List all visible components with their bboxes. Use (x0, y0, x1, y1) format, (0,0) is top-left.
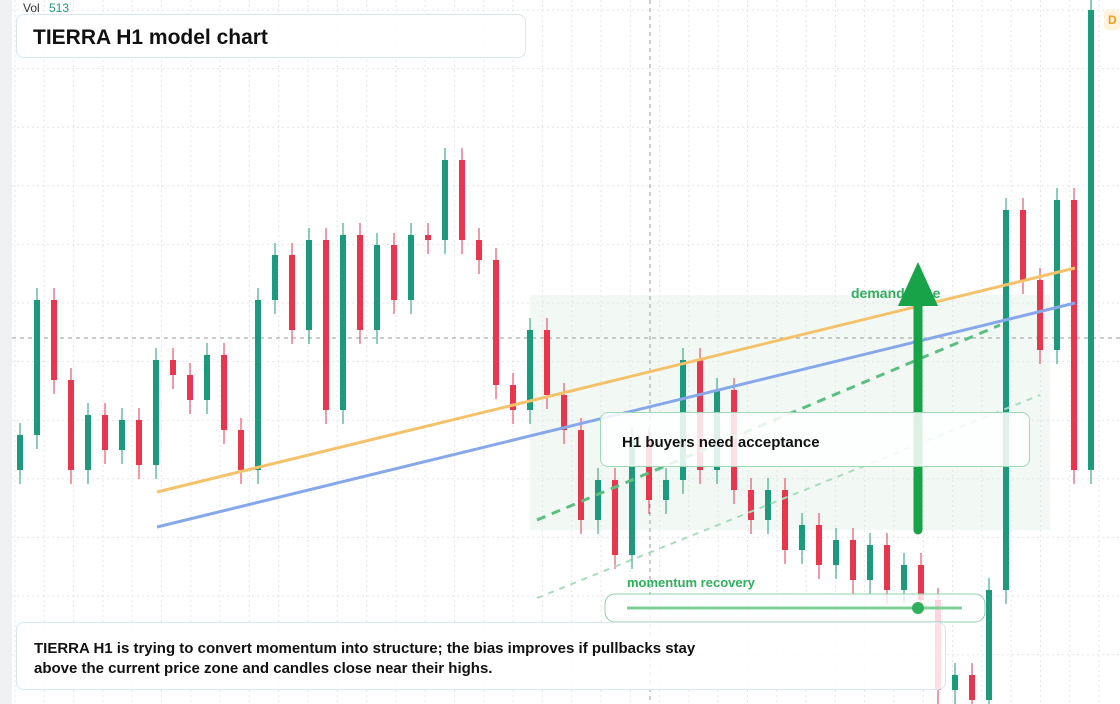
candle-body (1037, 280, 1043, 350)
candle-body (187, 375, 193, 400)
candle-body (1071, 200, 1077, 470)
candle-body (544, 330, 550, 395)
candle-body (357, 235, 363, 330)
candle-body (459, 160, 465, 240)
candle-body (646, 440, 652, 500)
candle-body (119, 420, 125, 450)
candle-body (136, 420, 142, 465)
candle-body (170, 360, 176, 375)
candle-body (1020, 210, 1026, 280)
candle-body (102, 415, 108, 450)
candle-body (17, 435, 23, 470)
arrow-head (898, 262, 938, 306)
summary-box: TIERRA H1 is trying to convert momentum … (16, 622, 946, 690)
badge-bg (1104, 10, 1120, 30)
candle-body (374, 245, 380, 330)
vol-value: 513 (49, 1, 69, 15)
candle-body (1088, 10, 1094, 470)
title-box: TIERRA H1 model chart (16, 14, 526, 58)
candle-body (867, 545, 873, 580)
candle-body (204, 355, 210, 400)
momentum-label: momentum recovery (627, 575, 756, 590)
candle-body (425, 235, 431, 240)
candle-body (799, 525, 805, 550)
candle-body (255, 300, 261, 470)
candle-body (306, 240, 312, 330)
vol-label: Vol (23, 1, 40, 15)
candle-body (340, 235, 346, 410)
candle-body (493, 260, 499, 385)
candle-body (153, 360, 159, 465)
candle-body (34, 300, 40, 435)
candle-body (663, 480, 669, 500)
summary-text: TIERRA H1 is trying to convert momentum … (34, 640, 696, 677)
candle-body (238, 430, 244, 470)
left-edge (0, 0, 12, 704)
candle-body (765, 490, 771, 520)
candle-body (1054, 200, 1060, 350)
candle-body (68, 380, 74, 470)
candle-body (391, 245, 397, 300)
candle-body (986, 590, 992, 700)
candle-body (918, 565, 924, 600)
candle-body (969, 675, 975, 700)
acceptance-box: H1 buyers need acceptance (600, 412, 1030, 467)
candle-body (51, 300, 57, 380)
candle-body (595, 480, 601, 520)
candle-body (782, 490, 788, 550)
title: TIERRA H1 model chart (33, 26, 268, 49)
candle-body (901, 565, 907, 590)
candle-body (578, 430, 584, 520)
acceptance-text: H1 buyers need acceptance (622, 434, 820, 451)
candle-body (748, 490, 754, 520)
candle-body (272, 255, 278, 300)
candle-body (612, 480, 618, 555)
candle-body (85, 415, 91, 470)
candle-body (476, 240, 482, 260)
candle-body (884, 545, 890, 590)
candle-body (221, 355, 227, 430)
candle-body (1003, 210, 1009, 590)
candle-body (408, 235, 414, 300)
candle-body (816, 525, 822, 565)
slider-knob (912, 602, 924, 614)
candle-body (323, 240, 329, 410)
grid (12, 0, 1120, 704)
trend-line (536, 323, 1001, 522)
candle-body (442, 160, 448, 240)
candle-body (833, 540, 839, 565)
candle-body (561, 395, 567, 430)
candle-body (850, 540, 856, 580)
candle-body (952, 675, 958, 690)
candle-body (527, 330, 533, 410)
candle-body (629, 440, 635, 555)
candle-body (289, 255, 295, 330)
badge: D (1108, 13, 1117, 27)
candle-body (510, 385, 516, 410)
